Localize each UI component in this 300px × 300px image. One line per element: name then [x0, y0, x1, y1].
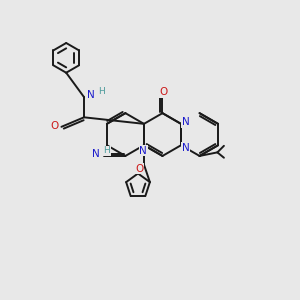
Text: N: N: [140, 146, 147, 156]
Text: H: H: [98, 87, 105, 96]
Text: N: N: [87, 90, 94, 100]
Text: O: O: [51, 121, 59, 130]
Text: O: O: [135, 164, 143, 174]
Text: N: N: [182, 142, 190, 153]
Text: N: N: [92, 149, 100, 159]
Text: N: N: [182, 117, 190, 128]
Text: H: H: [103, 146, 110, 155]
Text: O: O: [160, 87, 168, 97]
